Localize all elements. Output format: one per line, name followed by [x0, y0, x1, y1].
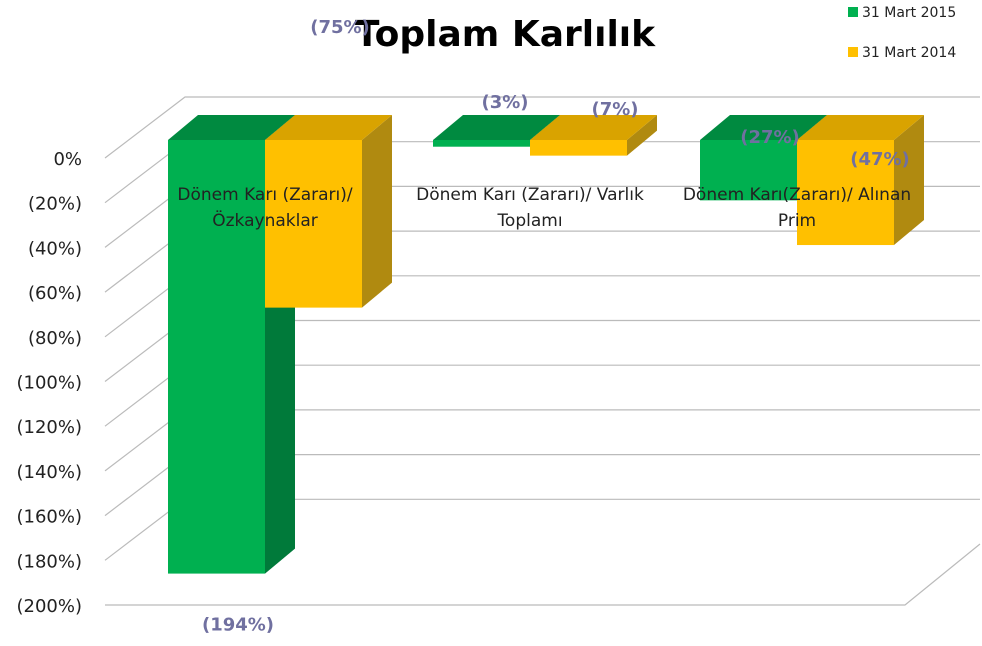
- bar-top: [700, 115, 827, 140]
- bar-front: [700, 140, 797, 201]
- category-label: Dönem Karı (Zararı)/ Varlık Toplamı: [416, 185, 644, 231]
- legend-label: 31 Mart 2015: [862, 5, 956, 21]
- bar-top: [433, 115, 560, 140]
- bar-side: [627, 115, 657, 156]
- y-tick-label: (60%): [28, 283, 82, 304]
- bar-side: [894, 115, 924, 246]
- value-label: (47%): [850, 149, 910, 170]
- grid-line: [104, 96, 980, 159]
- y-tick-label: (180%): [16, 551, 82, 572]
- y-tick-label: (140%): [16, 462, 82, 483]
- bar-top: [265, 115, 392, 140]
- bar-side: [362, 115, 392, 308]
- y-tick-label: (120%): [16, 417, 82, 438]
- bar-front: [433, 140, 530, 147]
- bar-top: [168, 115, 295, 140]
- category-label: Dönem Karı (Zararı)/ Özkaynaklar: [177, 185, 353, 231]
- bar-top: [797, 115, 924, 140]
- bar-front: [168, 140, 265, 574]
- value-label: (7%): [591, 99, 638, 120]
- category-label: Dönem Karı(Zararı)/ Alınan Prim: [682, 185, 912, 231]
- bar-top: [530, 115, 657, 140]
- value-label: (3%): [481, 92, 528, 113]
- y-tick-label: (200%): [16, 596, 82, 617]
- bar-front: [530, 140, 627, 156]
- chart-title: Toplam Karlılık: [355, 14, 656, 55]
- y-tick-label: (160%): [16, 507, 82, 528]
- y-tick-label: (40%): [28, 238, 82, 259]
- bar-front: [797, 140, 894, 246]
- y-tick-label: (100%): [16, 373, 82, 394]
- y-tick-label: (20%): [28, 194, 82, 215]
- grid-line: [105, 543, 981, 606]
- legend-swatch: [848, 47, 858, 57]
- value-label: (194%): [202, 615, 274, 636]
- y-tick-label: (80%): [28, 328, 82, 349]
- legend-swatch: [848, 7, 858, 17]
- bar-front: [265, 140, 362, 308]
- legend-label: 31 Mart 2014: [862, 45, 956, 61]
- y-tick-label: 0%: [53, 149, 82, 170]
- value-label: (27%): [740, 127, 800, 148]
- value-label: (75%): [310, 17, 370, 38]
